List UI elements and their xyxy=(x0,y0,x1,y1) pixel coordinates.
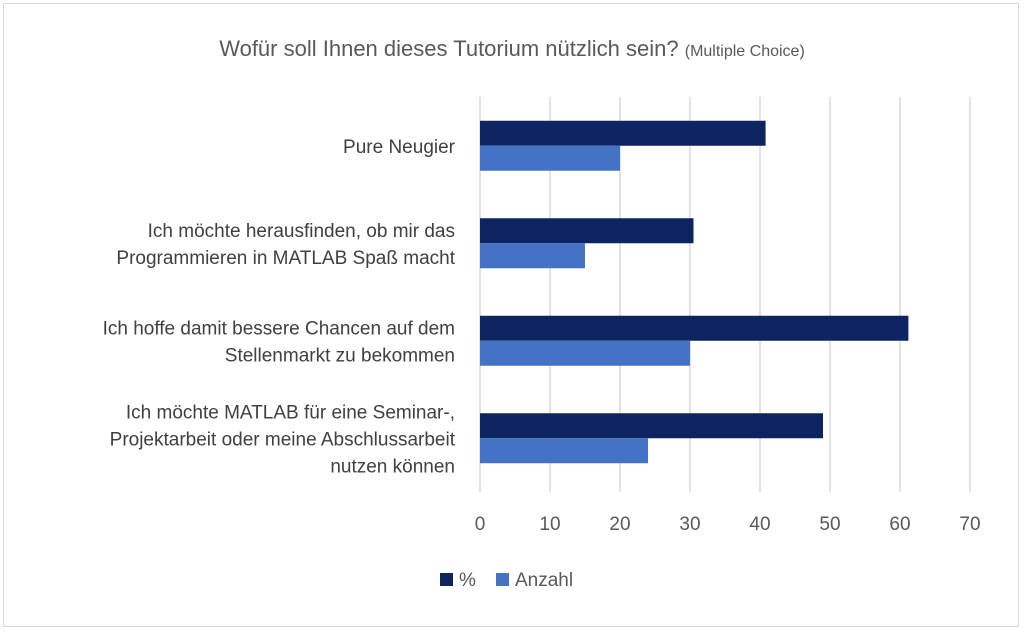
category-labels: Pure Neugier Ich möchte herausfinden, ob … xyxy=(103,137,456,478)
bar-percent xyxy=(480,120,766,146)
x-tick-label: 60 xyxy=(889,514,910,535)
legend-swatch xyxy=(496,573,509,586)
bars xyxy=(480,120,909,464)
category-label: Projektarbeit oder meine Abschlussarbeit xyxy=(110,429,456,450)
category-label: Ich möchte herausfinden, ob mir das xyxy=(148,221,455,242)
bar-percent xyxy=(480,315,909,341)
category-label: Programmieren in MATLAB Spaß macht xyxy=(116,248,455,269)
x-tick-label: 0 xyxy=(475,514,486,535)
x-tick-label: 40 xyxy=(749,514,770,535)
x-tick-labels: 0 10 20 30 40 50 60 70 xyxy=(475,514,981,535)
legend-label: % xyxy=(459,570,476,591)
chart-title: Wofür soll Ihnen dieses Tutorium nützlic… xyxy=(0,36,1024,62)
category-label: Pure Neugier xyxy=(343,137,456,158)
chart-subtitle: (Multiple Choice) xyxy=(684,43,805,60)
category-label: Ich hoffe damit bessere Chancen auf dem xyxy=(103,318,455,339)
chart-title-main: Wofür soll Ihnen dieses Tutorium nützlic… xyxy=(219,36,679,61)
legend-label: Anzahl xyxy=(515,570,573,591)
legend-swatch xyxy=(440,573,453,586)
bar-anzahl xyxy=(480,340,690,366)
x-tick-label: 20 xyxy=(609,514,630,535)
bar-percent xyxy=(480,218,694,244)
category-label: Ich möchte MATLAB für eine Seminar-, xyxy=(126,402,455,423)
x-tick-label: 30 xyxy=(679,514,700,535)
x-tick-label: 10 xyxy=(539,514,560,535)
bar-anzahl xyxy=(480,145,620,171)
x-tick-label: 70 xyxy=(959,514,980,535)
bar-anzahl xyxy=(480,438,648,464)
chart-frame xyxy=(3,3,1019,627)
x-tick-label: 50 xyxy=(819,514,840,535)
category-label: nutzen können xyxy=(330,456,455,477)
category-label: Stellenmarkt zu bekommen xyxy=(225,345,455,366)
bar-percent xyxy=(480,413,823,439)
legend: % Anzahl xyxy=(440,570,573,591)
bar-anzahl xyxy=(480,243,585,269)
